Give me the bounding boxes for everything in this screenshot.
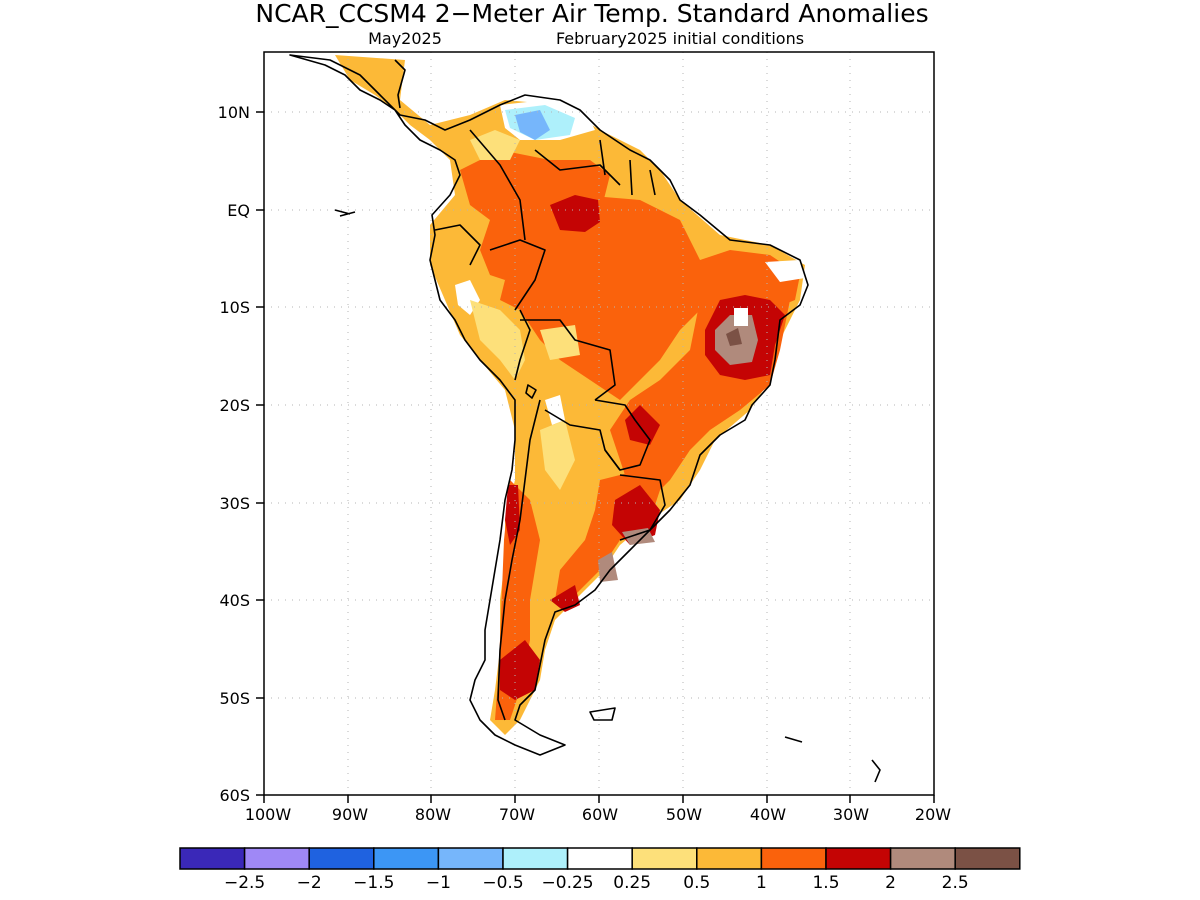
colorbar-label-1: −2 [297,873,322,893]
lon-label-40w: 40W [750,805,786,824]
border-ecuador [434,224,481,266]
lat-label-20s: 20S [219,396,250,415]
lat-label-50s: 50S [219,689,250,708]
coastline-central-america [394,59,406,109]
colorbar-label-6: 0.25 [613,873,651,893]
lat-label-40s: 40S [219,591,250,610]
colorbar-swatch-7 [631,847,698,870]
colorbar-legend: −2.5 −2 −1.5 −1 −0.5 −0.25 0.25 0.5 1 1.5 2 2.5 [179,847,1021,893]
colorbar-swatch-8 [696,847,763,870]
colorbar-swatch-4 [437,847,504,870]
colorbar-swatch-10 [825,847,892,870]
sandwich-islands [871,759,881,783]
colorbar-swatch-9 [760,847,827,870]
anomaly-near-zero-bolivia [545,395,565,425]
colorbar-label-4: −0.5 [482,873,523,893]
colorbar-label-10: 2 [885,873,896,893]
lon-label-70w: 70W [499,805,535,824]
colorbar-label-8: 1 [756,873,767,893]
colorbar-swatch-6 [566,847,633,870]
anomaly-near-zero-ne-white [734,308,748,326]
anomaly-2-2p5-region-buenos-aires [598,552,618,582]
galapagos [334,209,356,217]
anomaly-0p25-0p5-region-argentina [540,420,575,490]
border-peru-brazil [489,239,546,311]
anomaly-0p5-1-region [335,55,805,735]
map-subtitle-init: February2025 initial conditions [556,29,804,48]
colorbar-label-9: 1.5 [812,873,839,893]
border-guianas [599,139,656,196]
map-subtitle-month: May2025 [368,29,442,48]
anomaly-1p5-2-region-paraguay [625,405,660,445]
anomaly-0p25-0p5-region-andes [470,300,525,380]
lat-label-60s: 60S [219,786,250,805]
anomaly-1p5-2-region-patagonia [500,640,540,700]
map-plot: 10N EQ 10S 20S 30S 40S 50S 60S 100W 90W … [218,51,951,824]
colorbar-swatch-5 [502,847,569,870]
border-argentina-north [544,409,621,471]
border-chile-argentina [497,399,541,721]
coastline-continent [289,54,809,756]
border-venezuela-brazil [534,149,621,186]
colorbar-swatch-1 [243,847,310,870]
colorbar-swatch-3 [373,847,440,870]
lon-label-50w: 50W [666,805,702,824]
lon-labels: 100W 90W 80W 70W 60W 50W 40W 30W 20W [245,805,951,824]
lon-label-80w: 80W [415,805,451,824]
colorbar-label-5: −0.25 [542,873,594,893]
lake-titicaca [525,384,537,399]
lat-label-eq: EQ [227,201,250,220]
coastlines [289,54,881,783]
lat-label-10s: 10S [219,298,250,317]
colorbar-label-2: −1.5 [353,873,394,893]
border-uruguay [619,474,666,541]
south-georgia [784,736,803,743]
colorbar-swatch-0 [179,847,246,870]
lon-label-30w: 30W [833,805,869,824]
border-colombia-venezuela [469,129,526,241]
colorbar-label-3: −1 [426,873,451,893]
lat-label-10n: 10N [218,103,250,122]
anomaly-neg-0p5-1-region [515,110,550,140]
axis-ticks [256,111,935,803]
anomaly-1p5-2-region-chile-north [505,485,520,545]
colorbar-label-7: 0.5 [683,873,710,893]
map-title: NCAR_CCSM4 2−Meter Air Temp. Standard An… [255,0,928,28]
colorbar-swatch-12 [954,847,1021,870]
lon-label-20w: 20W [915,805,951,824]
colorbar-label-11: 2.5 [942,873,969,893]
lat-label-30s: 30S [219,494,250,513]
lon-label-100w: 100W [245,805,292,824]
anomaly-near-zero-brazil [765,260,805,282]
border-bolivia-brazil [520,319,616,401]
lon-label-90w: 90W [332,805,368,824]
lon-label-60w: 60W [582,805,618,824]
anomaly-0p25-0p5-region-venezuela [470,130,520,160]
anomaly-1p5-2-region-amazon [550,195,600,232]
colorbar-swatch-11 [889,847,956,870]
colorbar-swatch-2 [308,847,375,870]
colorbar-label-0: −2.5 [224,873,265,893]
anomaly-above-2p5-region [726,328,742,346]
lat-labels: 10N EQ 10S 20S 30S 40S 50S 60S [218,103,250,805]
falkland-islands [589,707,616,721]
